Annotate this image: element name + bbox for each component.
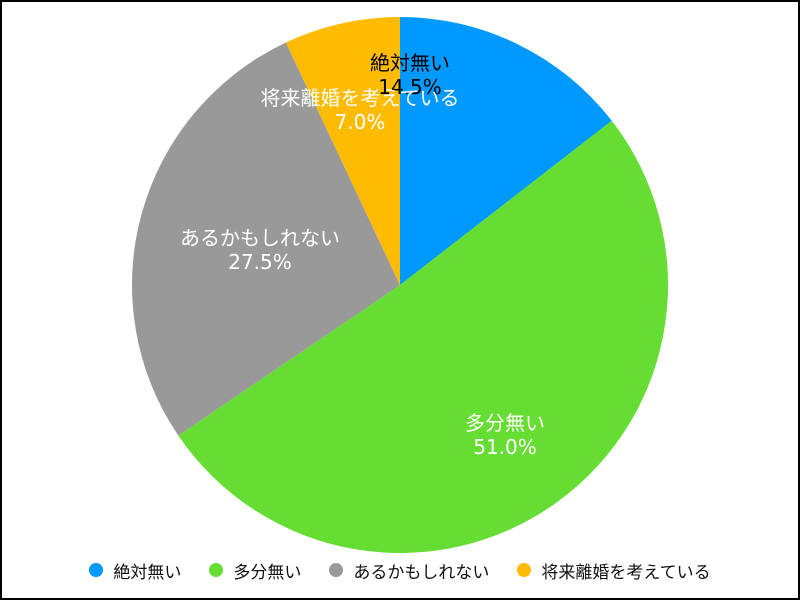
slice-category-label: 将来離婚を考えている bbox=[261, 86, 460, 110]
pie-slices bbox=[132, 17, 669, 554]
legend-item-maybe: あるかもしれない bbox=[329, 558, 489, 583]
legend: 絶対無い 多分無い あるかもしれない 将来離婚を考えている bbox=[0, 556, 800, 584]
legend-swatch bbox=[517, 563, 532, 577]
slice-value-label: 14.5% bbox=[378, 75, 442, 99]
slice-probably-none bbox=[178, 120, 669, 554]
legend-swatch bbox=[209, 563, 224, 577]
legend-swatch bbox=[89, 563, 104, 577]
legend-swatch bbox=[329, 563, 344, 577]
slice-absolutely-none bbox=[400, 17, 612, 285]
legend-item-considering-divorce: 将来離婚を考えている bbox=[517, 558, 711, 583]
legend-label: 多分無い bbox=[233, 562, 302, 583]
slice-value-label: 7.0% bbox=[335, 110, 386, 134]
legend-label: 絶対無い bbox=[113, 562, 182, 583]
slice-category-label: 多分無い bbox=[465, 411, 545, 435]
legend-label: あるかもしれない bbox=[353, 562, 490, 583]
slice-category-label: 絶対無い bbox=[370, 51, 450, 75]
legend-label: 将来離婚を考えている bbox=[541, 562, 711, 583]
slice-maybe bbox=[132, 42, 400, 436]
slice-value-label: 51.0% bbox=[473, 435, 537, 459]
slice-category-label: あるかもしれない bbox=[180, 226, 340, 250]
slice-considering-divorce bbox=[285, 17, 400, 285]
legend-item-probably-none: 多分無い bbox=[209, 558, 301, 583]
legend-item-absolutely-none: 絶対無い bbox=[89, 558, 181, 583]
slice-value-label: 27.5% bbox=[228, 250, 292, 274]
